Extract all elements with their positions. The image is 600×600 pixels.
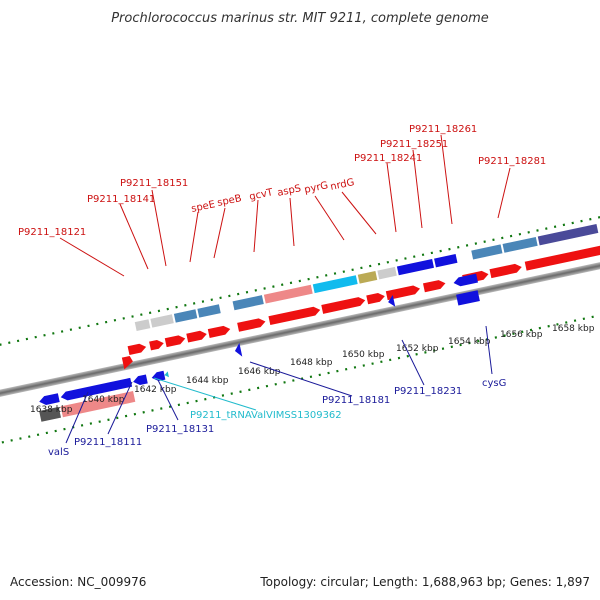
gene-arrow[interactable] [321,296,366,314]
top-leader-lines [59,134,511,277]
gene-arrow[interactable] [164,334,186,348]
gene-block[interactable] [456,290,480,306]
gene-label[interactable]: P9211_18111 [74,437,142,448]
trna-marker[interactable] [164,371,169,378]
tick-label: 1646 kbp [238,367,281,377]
gene-label[interactable]: P9211_18181 [322,395,390,406]
tick-label: 1656 kbp [500,330,543,340]
gene-block[interactable] [134,319,151,331]
gene-arrow[interactable] [268,305,321,326]
reverse-markers [233,294,396,358]
tick-label: 1638 kbp [30,405,73,415]
tick-label: 1642 kbp [134,385,177,395]
gene-label[interactable]: P9211_18241 [354,153,422,164]
gene-label[interactable]: aspS [276,183,302,199]
genome-summary-text: Topology: circular; Length: 1,688,963 bp… [259,575,590,589]
gene-block[interactable] [434,253,458,268]
gene-arrow[interactable] [237,317,266,332]
gene-arrow[interactable] [385,284,421,301]
gene-label[interactable]: pyrG [303,180,329,196]
gene-arrow[interactable] [149,339,165,351]
bottom-leader-lines [65,325,493,444]
gene-arrow[interactable] [524,243,600,271]
gene-arrow[interactable] [60,377,133,402]
gene-label[interactable]: P9211_18261 [409,124,477,135]
gene-block[interactable] [173,309,198,323]
gene-block[interactable] [396,258,434,276]
gene-label[interactable]: P9211_18281 [478,156,546,167]
gene-block[interactable] [377,266,397,280]
trna-leader-line [153,377,257,411]
reverse-strand-genes [38,273,480,406]
gene-label[interactable]: speE [190,199,216,215]
gene-label[interactable]: nrdG [329,177,355,193]
map-title: Prochlorococcus marinus str. MIT 9211, c… [111,11,489,26]
gene-arrow[interactable] [127,342,147,356]
lower-tick-row [0,301,600,453]
scale-labels: 1638 kbp 1640 kbp 1642 kbp 1644 kbp 1646… [30,324,595,415]
gene-block[interactable] [232,295,264,311]
gene-block[interactable] [197,304,221,318]
gene-arrow[interactable] [233,342,243,358]
upper-gene-blocks [134,224,599,331]
gene-arrow[interactable] [186,330,207,343]
tick-label: 1650 kbp [342,350,385,360]
gene-label[interactable]: P9211_18141 [87,194,155,205]
gene-label[interactable]: P9211_18151 [120,178,188,189]
gene-label[interactable]: P9211_18121 [18,227,86,238]
gene-block[interactable] [537,224,599,246]
accession-text: Accession: NC_009976 [10,575,146,589]
gene-label[interactable]: P9211_18231 [394,386,462,397]
gene-arrow[interactable] [132,374,148,387]
forward-strand-genes [121,243,600,370]
tick-label: 1648 kbp [290,358,333,368]
tick-label: 1658 kbp [552,324,595,334]
gene-block[interactable] [312,275,358,294]
gene-block[interactable] [39,406,61,422]
tick-label: 1640 kbp [82,395,125,405]
tick-label: 1644 kbp [186,376,229,386]
gene-block[interactable] [357,271,378,284]
gene-arrow[interactable] [207,325,231,338]
lower-gene-blocks [39,391,136,422]
gene-label[interactable]: cysG [482,378,506,389]
gene-arrow[interactable] [387,294,396,308]
genome-track [0,207,600,453]
top-gene-labels: P9211_18121 P9211_18141 P9211_18151 speE… [18,124,546,238]
gene-block[interactable] [150,314,174,328]
gene-label[interactable]: gcvT [248,187,275,203]
gene-arrow[interactable] [121,355,134,370]
gene-block[interactable] [471,244,503,260]
trna-label[interactable]: P9211_tRNAValVIMSS1309362 [190,410,342,421]
gene-block[interactable] [502,236,538,253]
gene-arrow[interactable] [453,273,479,288]
tick-label: 1654 kbp [448,337,491,347]
gene-label[interactable]: P9211_18131 [146,424,214,435]
bottom-gene-labels: valS P9211_18111 P9211_18131 P9211_18181… [48,378,506,458]
gene-arrow[interactable] [423,279,446,293]
gene-block[interactable] [263,284,313,304]
gene-label[interactable]: valS [48,447,69,458]
gene-block[interactable] [60,391,136,418]
gene-arrow[interactable] [38,393,60,406]
upper-tick-row [0,207,600,359]
gene-arrow[interactable] [366,292,385,305]
tick-label: 1652 kbp [396,344,439,354]
gene-arrow[interactable] [489,263,523,279]
gene-label[interactable]: P9211_18251 [380,139,448,150]
gene-label[interactable]: speB [216,193,242,209]
